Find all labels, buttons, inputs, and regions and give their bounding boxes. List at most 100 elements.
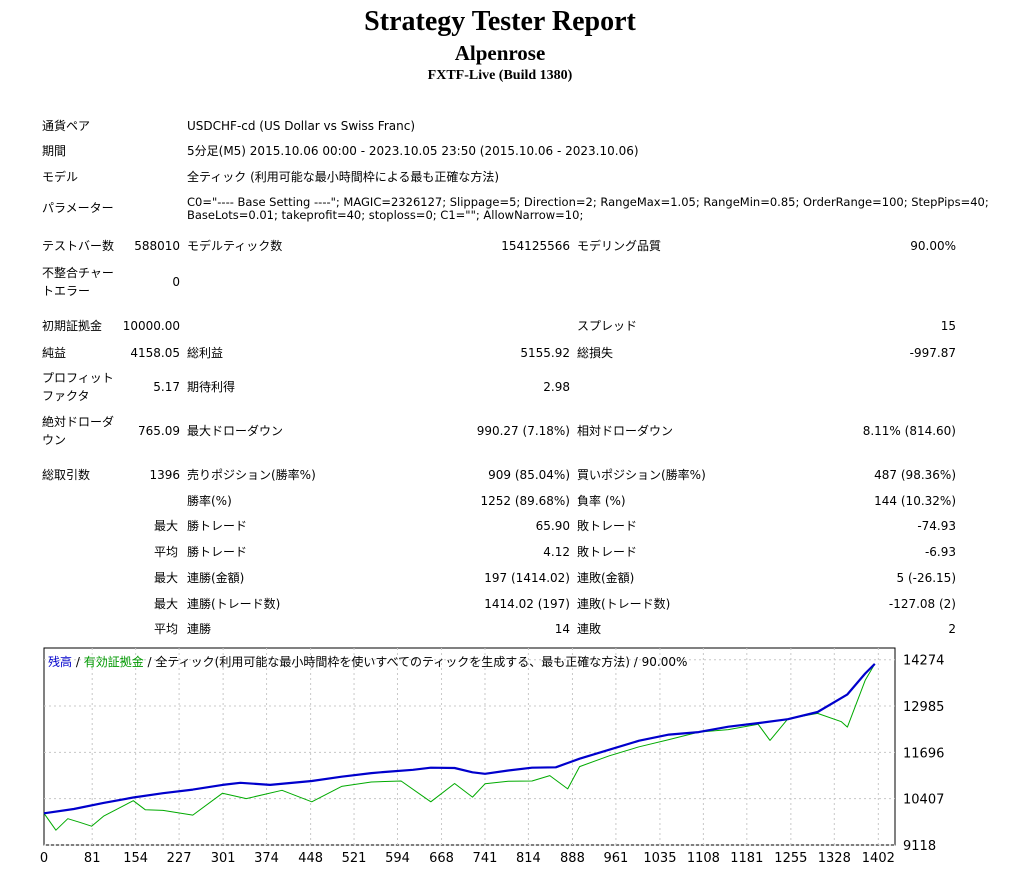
net-profit-label: 純益 <box>42 346 67 360</box>
average-label: 平均 <box>153 545 178 559</box>
symbol-label: 通貨ペア <box>42 119 91 133</box>
legend-separator: / <box>72 655 84 669</box>
x-tick-label: 1255 <box>774 851 807 866</box>
equity-line <box>43 663 876 831</box>
x-tick-label: 521 <box>342 851 367 866</box>
average-loss-value: -6.93 <box>924 545 956 559</box>
max-consecutive-count-label: 最大 <box>153 597 178 611</box>
symbol-value: USDCHF-cd (US Dollar vs Swiss Franc) <box>187 119 416 133</box>
x-tick-label: 1181 <box>730 851 763 866</box>
model-label: モデル <box>42 170 79 184</box>
average-win-value: 4.12 <box>543 545 570 559</box>
chart-y-axis: 14274 12985 11696 10407 9118 <box>903 654 944 854</box>
largest-win-label: 勝トレード <box>187 519 248 533</box>
average-consecutive-losses-value: 2 <box>948 622 956 636</box>
gross-profit-label: 総利益 <box>187 346 224 360</box>
average-win-label: 勝トレード <box>187 545 248 559</box>
loss-rate-label: 負率 (%) <box>577 494 626 508</box>
consecutive-losses-count-value: -127.08 (2) <box>888 597 956 611</box>
bars-value: 588010 <box>134 239 180 253</box>
chart-series <box>43 663 876 831</box>
profit-factor-label: プロフィットファクタ <box>42 371 114 403</box>
x-tick-label: 814 <box>516 851 541 866</box>
long-positions-label: 買いポジション(勝率%) <box>577 468 706 482</box>
consecutive-losses-money-label: 連敗(金額) <box>577 571 635 585</box>
x-tick-label: 1328 <box>818 851 851 866</box>
absolute-drawdown-label: 絶対ドローダウン <box>42 415 115 447</box>
y-tick-label: 14274 <box>903 654 944 669</box>
gross-loss-value: -997.87 <box>909 346 956 360</box>
deposit-value: 10000.00 <box>122 319 180 333</box>
spread-value: 15 <box>940 319 956 333</box>
max-drawdown-label: 最大ドローダウン <box>187 424 284 438</box>
spread-label: スプレッド <box>577 319 638 333</box>
gross-loss-label: 総損失 <box>577 346 614 360</box>
server-build: FXTF-Live (Build 1380) <box>427 68 573 83</box>
y-tick-label: 12985 <box>903 700 944 715</box>
chart-legend: 残高 / 有効証拠金 / 全ティック(利用可能な最小時間枠を使いすべてのティック… <box>48 653 687 670</box>
x-tick-label: 301 <box>211 851 236 866</box>
legend-equity: 有効証拠金 <box>83 655 144 669</box>
report-title: Strategy Tester Report <box>364 6 636 37</box>
absolute-drawdown-value: 765.09 <box>138 424 180 438</box>
loss-rate-value: 144 (10.32%) <box>874 494 956 508</box>
ticks-value: 154125566 <box>501 239 570 253</box>
expert-name: Alpenrose <box>454 41 546 65</box>
x-tick-label: 448 <box>298 851 323 866</box>
quality-value: 90.00% <box>910 239 956 253</box>
long-positions-value: 487 (98.36%) <box>874 468 956 482</box>
mismatch-label: 不整合チャートエラー <box>42 266 114 298</box>
period-value: 5分足(M5) 2015.10.06 00:00 - 2023.10.05 23… <box>187 144 639 158</box>
relative-drawdown-label: 相対ドローダウン <box>577 424 674 438</box>
profit-factor-value: 5.17 <box>153 380 180 394</box>
expected-payoff-value: 2.98 <box>543 380 570 394</box>
relative-drawdown-value: 8.11% (814.60) <box>862 424 956 438</box>
y-tick-label: 9118 <box>903 839 936 854</box>
max-consecutive-money-label: 最大 <box>153 571 178 585</box>
short-positions-label: 売りポジション(勝率%) <box>187 468 316 482</box>
period-label: 期間 <box>42 144 67 158</box>
chart-grid <box>44 648 895 846</box>
parameters-line-2: BaseLots=0.01; takeprofit=40; stoploss=0… <box>187 208 584 222</box>
x-tick-label: 81 <box>84 851 101 866</box>
balance-line <box>43 663 876 815</box>
model-value: 全ティック (利用可能な最小時間枠による最も正確な方法) <box>187 170 500 184</box>
chart-x-axis: 0 81 154 227 301 374 448 521 594 668 741 814 888 961 1… <box>40 851 895 866</box>
legend-description: / 全ティック(利用可能な最小時間枠を使いすべてのティックを生成する、最も正確な… <box>143 655 688 669</box>
parameters-line-1: C0="---- Base Setting ----"; MAGIC=23261… <box>187 195 989 209</box>
parameters-label: パラメーター <box>42 201 114 215</box>
x-tick-label: 0 <box>40 851 48 866</box>
deposit-label: 初期証拠金 <box>42 319 103 333</box>
quality-label: モデリング品質 <box>577 239 662 253</box>
total-trades-label: 総取引数 <box>42 468 91 482</box>
x-tick-label: 594 <box>385 851 410 866</box>
consecutive-wins-money-value: 197 (1414.02) <box>484 571 570 585</box>
consecutive-wins-money-label: 連勝(金額) <box>187 571 245 585</box>
y-tick-label: 10407 <box>903 793 944 808</box>
net-profit-value: 4158.05 <box>130 346 180 360</box>
x-tick-label: 1108 <box>687 851 720 866</box>
x-tick-label: 154 <box>123 851 148 866</box>
x-tick-label: 741 <box>473 851 498 866</box>
average-consecutive-label: 平均 <box>153 622 178 636</box>
ticks-label: モデルティック数 <box>187 239 283 253</box>
x-tick-label: 1035 <box>643 851 676 866</box>
largest-loss-label: 敗トレード <box>577 519 638 533</box>
largest-win-value: 65.90 <box>535 519 570 533</box>
max-drawdown-value: 990.27 (7.18%) <box>476 424 570 438</box>
average-loss-label: 敗トレード <box>577 545 638 559</box>
x-tick-label: 374 <box>254 851 279 866</box>
win-rate-label: 勝率(%) <box>187 494 232 508</box>
total-trades-value: 1396 <box>149 468 180 482</box>
average-consecutive-losses-label: 連敗 <box>577 622 602 636</box>
chart-frame <box>43 647 896 846</box>
short-positions-value: 909 (85.04%) <box>488 468 570 482</box>
largest-label: 最大 <box>153 519 178 533</box>
x-tick-label: 1402 <box>862 851 895 866</box>
x-tick-label: 227 <box>167 851 192 866</box>
largest-loss-value: -74.93 <box>917 519 956 533</box>
consecutive-losses-count-label: 連敗(トレード数) <box>577 597 671 611</box>
expected-payoff-label: 期待利得 <box>187 380 236 394</box>
x-tick-label: 961 <box>603 851 628 866</box>
